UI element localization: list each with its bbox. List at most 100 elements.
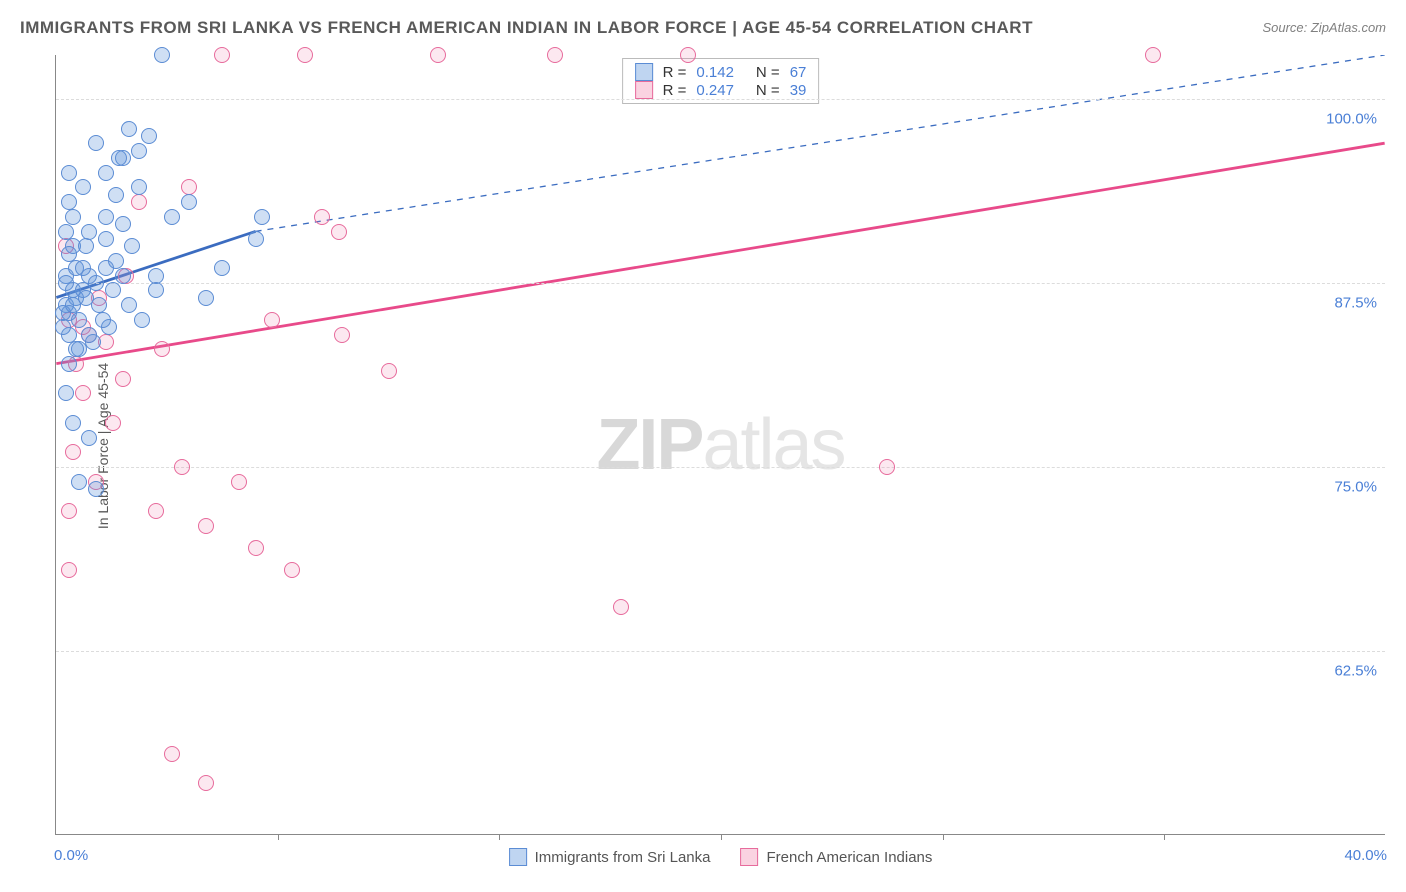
gridline-h — [56, 99, 1385, 100]
legend: Immigrants from Sri Lanka French American… — [509, 848, 933, 866]
scatter-point-pink — [314, 209, 330, 225]
scatter-point-blue — [98, 209, 114, 225]
scatter-point-blue — [71, 474, 87, 490]
scatter-point-blue — [154, 47, 170, 63]
legend-swatch-pink — [740, 848, 758, 866]
scatter-point-blue — [71, 312, 87, 328]
scatter-point-blue — [254, 209, 270, 225]
x-tick-mark — [943, 834, 944, 840]
n-label: N = — [756, 64, 780, 81]
x-tick-mark — [278, 834, 279, 840]
gridline-h — [56, 283, 1385, 284]
legend-label: French American Indians — [766, 849, 932, 866]
scatter-point-blue — [131, 143, 147, 159]
scatter-point-blue — [105, 282, 121, 298]
scatter-point-pink — [164, 746, 180, 762]
legend-label: Immigrants from Sri Lanka — [535, 849, 711, 866]
scatter-point-blue — [121, 297, 137, 313]
r-value: 0.142 — [696, 64, 734, 81]
scatter-point-blue — [75, 179, 91, 195]
x-axis-min-label: 0.0% — [54, 847, 88, 864]
scatter-point-blue — [134, 312, 150, 328]
gridline-h — [56, 467, 1385, 468]
scatter-point-pink — [148, 503, 164, 519]
scatter-point-pink — [75, 385, 91, 401]
scatter-point-blue — [131, 179, 147, 195]
n-value: 67 — [790, 64, 807, 81]
n-value: 39 — [790, 82, 807, 99]
scatter-point-pink — [61, 562, 77, 578]
scatter-point-blue — [141, 128, 157, 144]
scatter-point-pink — [430, 47, 446, 63]
scatter-point-pink — [105, 415, 121, 431]
watermark: ZIPatlas — [596, 404, 844, 486]
scatter-point-blue — [61, 194, 77, 210]
scatter-point-pink — [879, 459, 895, 475]
scatter-point-blue — [65, 297, 81, 313]
scatter-point-pink — [547, 47, 563, 63]
scatter-point-blue — [214, 260, 230, 276]
scatter-point-pink — [248, 540, 264, 556]
scatter-point-blue — [75, 260, 91, 276]
scatter-point-blue — [88, 481, 104, 497]
legend-swatch-blue — [509, 848, 527, 866]
scatter-point-blue — [81, 224, 97, 240]
x-tick-mark — [499, 834, 500, 840]
source-label: Source: ZipAtlas.com — [1262, 20, 1386, 35]
scatter-point-blue — [61, 356, 77, 372]
scatter-point-pink — [198, 775, 214, 791]
scatter-point-blue — [61, 246, 77, 262]
legend-swatch-blue — [635, 63, 653, 81]
scatter-point-blue — [88, 135, 104, 151]
scatter-point-pink — [264, 312, 280, 328]
scatter-point-blue — [115, 268, 131, 284]
scatter-point-blue — [108, 253, 124, 269]
scatter-point-blue — [121, 121, 137, 137]
n-label: N = — [756, 82, 780, 99]
legend-item-blue: Immigrants from Sri Lanka — [509, 848, 711, 866]
y-tick-label: 100.0% — [1326, 111, 1377, 128]
scatter-point-blue — [111, 150, 127, 166]
scatter-point-blue — [58, 275, 74, 291]
legend-swatch-pink — [635, 81, 653, 99]
scatter-point-pink — [131, 194, 147, 210]
scatter-point-blue — [115, 216, 131, 232]
scatter-point-pink — [613, 599, 629, 615]
scatter-point-blue — [81, 430, 97, 446]
scatter-point-blue — [88, 275, 104, 291]
scatter-point-blue — [198, 290, 214, 306]
scatter-point-blue — [65, 209, 81, 225]
scatter-point-blue — [61, 165, 77, 181]
scatter-point-blue — [98, 231, 114, 247]
scatter-point-pink — [331, 224, 347, 240]
scatter-point-pink — [154, 341, 170, 357]
scatter-point-blue — [148, 268, 164, 284]
scatter-point-blue — [95, 312, 111, 328]
scatter-point-pink — [181, 179, 197, 195]
scatter-point-pink — [198, 518, 214, 534]
x-tick-mark — [1164, 834, 1165, 840]
scatter-point-pink — [214, 47, 230, 63]
legend-item-pink: French American Indians — [740, 848, 932, 866]
scatter-point-blue — [91, 297, 107, 313]
x-tick-mark — [721, 834, 722, 840]
scatter-point-blue — [164, 209, 180, 225]
scatter-point-pink — [65, 444, 81, 460]
scatter-point-blue — [68, 341, 84, 357]
scatter-point-pink — [284, 562, 300, 578]
scatter-point-blue — [98, 165, 114, 181]
scatter-point-pink — [680, 47, 696, 63]
x-axis-max-label: 40.0% — [1344, 847, 1387, 864]
chart-plot-area: ZIPatlas R =0.142N =67R =0.247N =39 Immi… — [55, 55, 1385, 835]
correlation-box: R =0.142N =67R =0.247N =39 — [622, 58, 820, 104]
scatter-point-blue — [81, 327, 97, 343]
scatter-point-pink — [231, 474, 247, 490]
scatter-point-pink — [174, 459, 190, 475]
scatter-point-pink — [297, 47, 313, 63]
scatter-point-blue — [58, 224, 74, 240]
y-tick-label: 87.5% — [1334, 295, 1377, 312]
r-label: R = — [663, 64, 687, 81]
scatter-point-blue — [248, 231, 264, 247]
scatter-point-pink — [381, 363, 397, 379]
scatter-point-blue — [181, 194, 197, 210]
